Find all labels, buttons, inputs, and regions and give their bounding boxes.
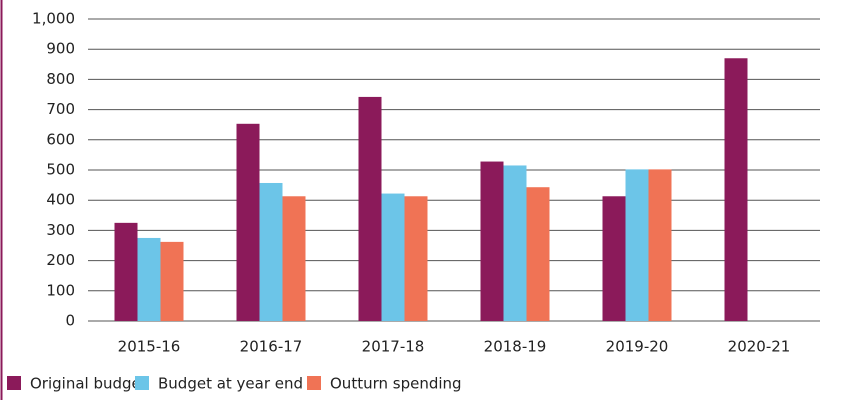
legend-label: Outturn spending — [330, 375, 462, 393]
x-tick-label: 2020-21 — [728, 338, 791, 356]
legend-swatch — [7, 376, 21, 390]
bar — [160, 241, 184, 321]
bar — [381, 193, 405, 321]
y-tick-label: 100 — [46, 281, 75, 299]
bar — [358, 96, 382, 321]
bar — [625, 169, 649, 321]
y-tick-label: 900 — [46, 40, 75, 58]
y-tick-label: 700 — [46, 100, 75, 118]
bar — [236, 123, 260, 321]
bar — [114, 222, 138, 321]
bar — [503, 165, 527, 321]
bar — [480, 161, 504, 321]
y-tick-label: 200 — [46, 251, 75, 269]
y-tick-label: 0 — [65, 312, 75, 330]
y-tick-label: 600 — [46, 130, 75, 148]
bar — [526, 187, 550, 321]
y-tick-label: 400 — [46, 191, 75, 209]
legend-swatch — [307, 376, 321, 390]
bar — [282, 196, 306, 321]
legend-swatch — [135, 376, 149, 390]
bar — [648, 169, 672, 321]
legend-label: Budget at year end — [158, 375, 303, 393]
bar — [724, 58, 748, 321]
x-tick-label: 2019-20 — [606, 338, 669, 356]
bar — [137, 237, 161, 321]
legend-label: Original budget — [30, 375, 147, 393]
y-tick-label: 1,000 — [32, 10, 75, 28]
bar — [259, 182, 283, 321]
bar — [602, 196, 626, 321]
x-tick-label: 2016-17 — [240, 338, 303, 356]
y-tick-label: 500 — [46, 161, 75, 179]
x-tick-label: 2015-16 — [118, 338, 181, 356]
x-tick-label: 2017-18 — [362, 338, 425, 356]
bar — [404, 196, 428, 321]
y-tick-label: 800 — [46, 70, 75, 88]
x-tick-label: 2018-19 — [484, 338, 547, 356]
y-tick-label: 300 — [46, 221, 75, 239]
